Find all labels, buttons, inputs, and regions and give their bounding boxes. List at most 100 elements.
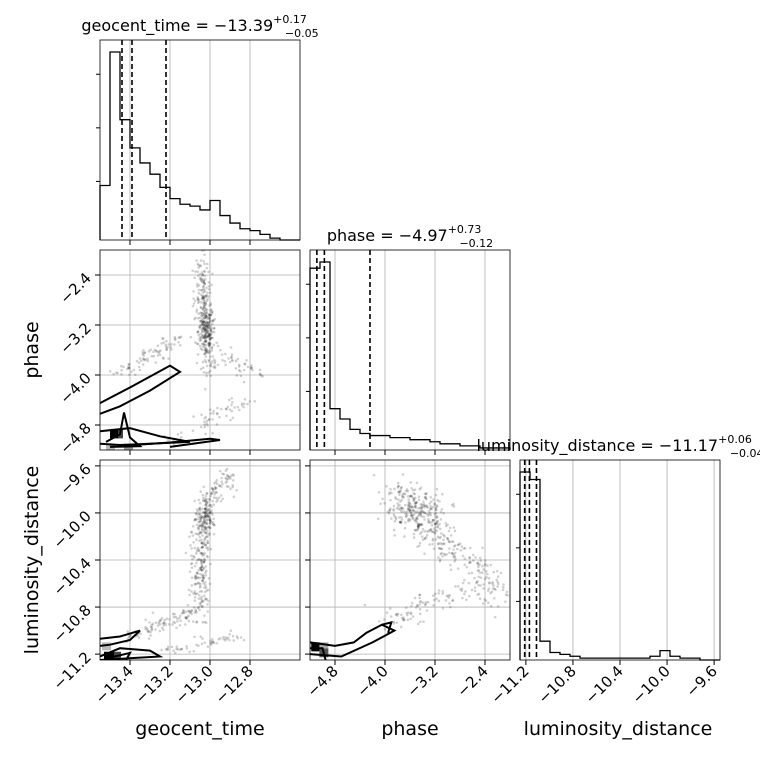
point	[419, 523, 422, 527]
point	[450, 551, 454, 555]
point	[229, 477, 232, 480]
point	[208, 314, 212, 317]
point	[177, 341, 180, 344]
point	[204, 301, 208, 304]
point	[190, 576, 194, 580]
point	[414, 519, 417, 523]
point	[212, 641, 216, 645]
point	[194, 576, 197, 580]
point	[430, 530, 434, 533]
point	[485, 572, 489, 576]
point	[199, 276, 202, 279]
point	[436, 520, 439, 523]
point	[193, 519, 196, 522]
point	[392, 507, 395, 511]
point	[193, 590, 197, 593]
point	[496, 605, 500, 608]
point	[405, 510, 408, 514]
point	[199, 293, 203, 296]
point	[207, 588, 210, 592]
point	[202, 499, 205, 503]
point	[172, 649, 175, 653]
point	[386, 510, 390, 514]
point	[236, 357, 240, 361]
point	[479, 584, 482, 587]
point	[399, 486, 403, 490]
point	[416, 622, 420, 626]
point	[205, 266, 209, 270]
point	[425, 512, 428, 516]
point	[420, 515, 423, 518]
point	[419, 511, 423, 514]
point	[418, 487, 422, 491]
point	[203, 359, 207, 362]
point	[200, 278, 203, 282]
point	[438, 522, 441, 526]
point	[430, 500, 433, 503]
point	[425, 530, 429, 533]
point	[198, 531, 201, 534]
point	[202, 560, 205, 564]
point	[229, 346, 233, 349]
point	[201, 545, 204, 549]
point	[164, 647, 168, 651]
point	[477, 569, 480, 572]
point	[419, 503, 423, 506]
panel-hist-phase: phase = −4.97+0.73 −0.12	[306, 223, 511, 455]
point	[177, 336, 181, 339]
hist-luminosity_distance	[519, 471, 720, 661]
point	[184, 616, 188, 619]
point	[193, 556, 196, 559]
point	[484, 562, 487, 566]
point	[199, 568, 203, 572]
point	[199, 264, 202, 268]
contour	[100, 427, 191, 447]
point	[200, 560, 203, 564]
point	[193, 317, 196, 321]
point	[204, 507, 207, 510]
point	[204, 432, 207, 436]
point	[215, 482, 219, 486]
density-cell	[110, 429, 119, 439]
point	[453, 560, 456, 563]
point	[224, 481, 228, 484]
point	[419, 523, 422, 526]
point	[210, 329, 213, 333]
point	[201, 620, 205, 624]
point	[405, 613, 409, 617]
point	[429, 513, 433, 517]
point	[204, 313, 208, 317]
point	[393, 515, 396, 518]
point	[439, 541, 442, 545]
point	[446, 537, 450, 540]
point	[418, 602, 422, 606]
point	[467, 561, 471, 565]
point	[434, 493, 438, 497]
point	[146, 357, 150, 361]
point	[425, 492, 428, 495]
point	[402, 617, 406, 621]
point	[204, 332, 208, 336]
point	[212, 503, 216, 506]
point	[417, 498, 421, 502]
point	[202, 511, 205, 515]
point	[139, 359, 143, 363]
point	[230, 353, 234, 356]
point	[415, 528, 419, 532]
point	[203, 559, 206, 563]
point	[435, 504, 439, 507]
point	[444, 599, 448, 602]
point	[231, 359, 234, 363]
point	[197, 520, 200, 524]
point	[207, 322, 211, 326]
point	[229, 487, 232, 491]
point	[476, 580, 479, 583]
point	[134, 373, 137, 377]
point	[198, 590, 202, 593]
point	[207, 315, 211, 318]
point	[388, 508, 391, 512]
point	[200, 642, 204, 646]
point	[199, 551, 203, 555]
point	[437, 556, 440, 559]
point	[204, 307, 208, 311]
